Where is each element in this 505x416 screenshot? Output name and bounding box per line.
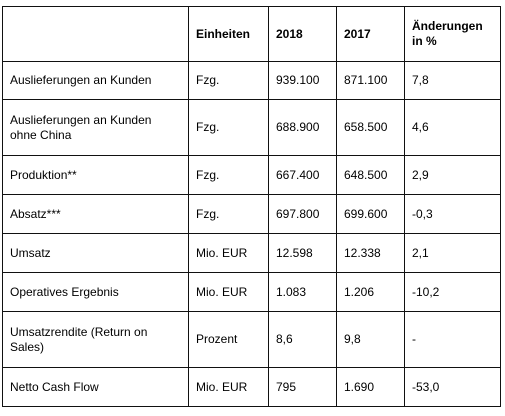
row-value-2017: 699.600	[336, 194, 405, 234]
row-unit: Fzg.	[188, 61, 269, 100]
row-label: Netto Cash Flow	[2, 367, 189, 407]
header-unit-cell: Einheiten	[188, 6, 269, 62]
row-unit: Fzg.	[188, 99, 269, 156]
key-figures-table: Einheiten 2018 2017 Änderungen in % Ausl…	[2, 6, 501, 407]
table-row: Auslieferungen an Kunden Fzg. 939.100 87…	[2, 61, 501, 100]
row-label: Operatives Ergebnis	[2, 272, 189, 312]
row-value-2018: 1.083	[268, 272, 337, 312]
table-row: Operatives Ergebnis Mio. EUR 1.083 1.206…	[2, 272, 501, 312]
row-value-2017: 9,8	[336, 311, 405, 368]
row-value-2017: 1.690	[336, 367, 405, 407]
row-unit: Prozent	[188, 311, 269, 368]
row-value-2018: 688.900	[268, 99, 337, 156]
table-row: Umsatz Mio. EUR 12.598 12.338 2,1	[2, 233, 501, 273]
row-change: 2,9	[404, 155, 501, 195]
row-unit: Mio. EUR	[188, 272, 269, 312]
row-change: -10,2	[404, 272, 501, 312]
row-label: Umsatzrendite (Return on Sales)	[2, 311, 189, 368]
header-row: Einheiten 2018 2017 Änderungen in %	[2, 6, 501, 62]
table-row: Auslieferungen an Kunden ohne China Fzg.…	[2, 99, 501, 156]
header-2018-cell: 2018	[268, 6, 337, 62]
header-label-cell	[2, 6, 189, 62]
row-value-2017: 12.338	[336, 233, 405, 273]
row-value-2018: 8,6	[268, 311, 337, 368]
row-value-2017: 871.100	[336, 61, 405, 100]
header-2017-cell: 2017	[336, 6, 405, 62]
row-value-2018: 795	[268, 367, 337, 407]
table-row: Absatz*** Fzg. 697.800 699.600 -0,3	[2, 194, 501, 234]
table-row: Produktion** Fzg. 667.400 648.500 2,9	[2, 155, 501, 195]
row-unit: Mio. EUR	[188, 367, 269, 407]
row-value-2018: 12.598	[268, 233, 337, 273]
row-change: -53,0	[404, 367, 501, 407]
row-value-2017: 1.206	[336, 272, 405, 312]
row-unit: Mio. EUR	[188, 233, 269, 273]
row-change: -	[404, 311, 501, 368]
row-label: Absatz***	[2, 194, 189, 234]
row-change: -0,3	[404, 194, 501, 234]
row-value-2018: 939.100	[268, 61, 337, 100]
table-row: Umsatzrendite (Return on Sales) Prozent …	[2, 311, 501, 368]
row-unit: Fzg.	[188, 155, 269, 195]
row-change: 2,1	[404, 233, 501, 273]
row-value-2017: 648.500	[336, 155, 405, 195]
row-unit: Fzg.	[188, 194, 269, 234]
row-value-2018: 697.800	[268, 194, 337, 234]
row-value-2018: 667.400	[268, 155, 337, 195]
row-label: Auslieferungen an Kunden	[2, 61, 189, 100]
row-label: Auslieferungen an Kunden ohne China	[2, 99, 189, 156]
row-value-2017: 658.500	[336, 99, 405, 156]
row-label: Produktion**	[2, 155, 189, 195]
table-row: Netto Cash Flow Mio. EUR 795 1.690 -53,0	[2, 367, 501, 407]
row-label: Umsatz	[2, 233, 189, 273]
header-change-cell: Änderungen in %	[404, 6, 501, 62]
row-change: 4,6	[404, 99, 501, 156]
row-change: 7,8	[404, 61, 501, 100]
